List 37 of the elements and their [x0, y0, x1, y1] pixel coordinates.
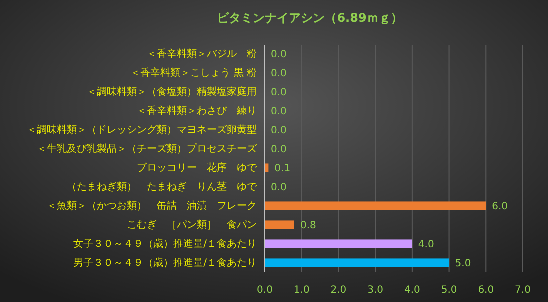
bar	[265, 202, 486, 210]
x-tick-label: 2.0	[330, 285, 347, 296]
bar	[265, 240, 412, 248]
data-label: 0.0	[271, 68, 287, 80]
bar	[265, 220, 294, 230]
y-tick-label: ＜牛乳及び乳製品＞（チーズ類）プロセスチーズ	[37, 143, 258, 156]
y-tick-label: （たまねぎ類） たまねぎ りん茎 ゆで	[67, 181, 258, 194]
y-tick-label: 女子３０～４９（歳）推進量/１食あたり	[74, 238, 257, 250]
data-label: 0.8	[300, 220, 316, 232]
data-label: 0.0	[271, 144, 287, 156]
x-tick-label: 0.0	[257, 285, 273, 296]
y-tick-label: ＜香辛料類＞バジル 粉	[147, 48, 257, 60]
y-tick-label: ＜香辛料類＞わさび 練り	[137, 105, 257, 118]
chart-title: ビタミンナイアシン（6.89ｍｇ）	[217, 11, 403, 25]
x-tick-label: 7.0	[515, 285, 531, 296]
data-label: 0.0	[271, 88, 287, 99]
y-tick-label: ＜調味料類＞（ドレッシング類）マヨネーズ卵黄型	[27, 124, 257, 136]
y-tick-label: ＜香辛料類＞こしょう 黒 粉	[130, 67, 257, 80]
data-label: 0.0	[271, 182, 287, 194]
data-label: 4.0	[418, 239, 434, 250]
y-tick-label: ＜調味料類＞（食塩類）精製塩家庭用	[87, 86, 257, 98]
data-label: 0.1	[274, 164, 291, 174]
y-tick-label: ＜魚類＞（かつお類） 缶詰 油漬 フレーク	[47, 200, 257, 212]
data-label: 6.0	[492, 201, 508, 212]
y-tick-label: こむぎ ［パン類］ 食パン	[127, 219, 257, 232]
x-tick-label: 1.0	[294, 285, 310, 296]
x-tick-label: 6.0	[478, 285, 494, 296]
x-tick-label: 3.0	[368, 285, 384, 296]
bar	[265, 258, 450, 268]
data-label: 0.0	[271, 126, 287, 137]
data-label: 0.0	[271, 50, 287, 61]
data-label: 0.0	[271, 106, 287, 118]
x-tick-label: 4.0	[404, 285, 420, 296]
y-tick-label: 男子３０～４９（歳）推進量/１食あたり	[74, 257, 257, 270]
y-tick-label: ブロッコリー 花序 ゆで	[137, 162, 258, 174]
data-label: 5.0	[455, 258, 472, 270]
x-tick-label: 5.0	[441, 285, 458, 296]
